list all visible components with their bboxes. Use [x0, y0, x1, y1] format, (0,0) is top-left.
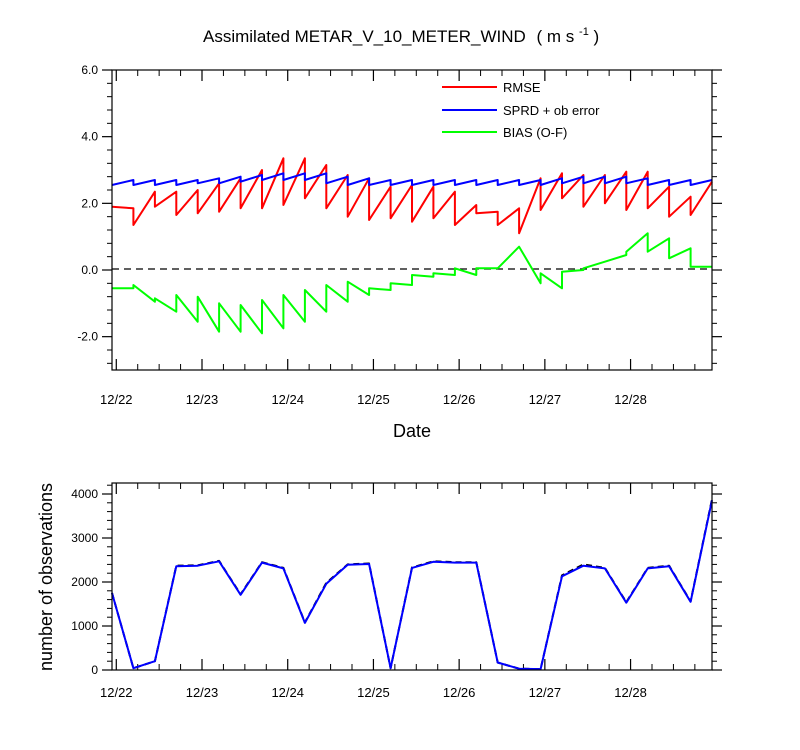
- y-axis-title-observations: number of observations: [36, 483, 56, 671]
- series-line-used: [111, 499, 713, 671]
- bottom-x-tick-label: 12/24: [271, 685, 304, 700]
- legend-label-sprd: SPRD + ob error: [503, 103, 600, 118]
- top-y-ticks: 6.0 4.0 2.0 0.0 -2.0: [77, 63, 722, 364]
- top-x-tick-label: 12/24: [271, 392, 304, 407]
- bottom-x-tick-label: 12/25: [357, 685, 390, 700]
- top-x-tick-label: 12/22: [100, 392, 133, 407]
- bottom-y-ticks: 4000 3000 2000 1000 0: [71, 484, 722, 677]
- series-line-possible: [111, 499, 713, 671]
- legend-label-bias: BIAS (O-F): [503, 125, 567, 140]
- series-line-bias-o-f: [112, 232, 712, 335]
- bottom-x-tick-label: 12/26: [443, 685, 476, 700]
- top-x-tick-label: 12/27: [529, 392, 562, 407]
- bottom-x-tick-label: 12/22: [100, 685, 133, 700]
- bottom-x-tick-label: 12/23: [186, 685, 219, 700]
- top-y-tick-label: 0.0: [81, 263, 98, 277]
- chart-title: Assimilated METAR_V_10_METER_WIND ( m s …: [203, 20, 599, 46]
- x-axis-title: Date: [393, 421, 431, 441]
- bottom-y-tick-label: 1000: [71, 619, 98, 633]
- top-x-tick-label: 12/25: [357, 392, 390, 407]
- bottom-x-tick-label: 12/27: [529, 685, 562, 700]
- bottom-plot-frame: [111, 482, 713, 671]
- top-x-tick-label: 12/26: [443, 392, 476, 407]
- top-panel: 12/22 12/23 12/24 12/25 12/26 12/27 12/28 6.0 4…: [77, 63, 722, 441]
- top-x-ticks: 12/22 12/23 12/24 12/25 12/26 12/27 12/28: [100, 70, 696, 407]
- top-x-tick-label: 12/28: [614, 392, 647, 407]
- bottom-x-tick-label: 12/28: [614, 685, 647, 700]
- chart-title-text: Assimilated METAR_V_10_METER_WIND: [203, 27, 526, 46]
- series-line-sprd-ob-error: [111, 172, 713, 186]
- top-y-tick-label: 2.0: [81, 196, 98, 210]
- chart-title-units-prefix: ( m s: [537, 27, 575, 46]
- bottom-y-tick-label: 2000: [71, 575, 98, 589]
- top-y-tick-label: 4.0: [81, 130, 98, 144]
- bottom-y-tick-label: 3000: [71, 531, 98, 545]
- bottom-x-ticks: 12/22 12/23 12/24 12/25 12/26 12/27 12/28: [100, 483, 696, 700]
- bottom-series: [111, 499, 713, 671]
- chart-title-units-suffix: ): [594, 27, 600, 46]
- top-x-tick-label: 12/23: [186, 392, 219, 407]
- legend: RMSE SPRD + ob error BIAS (O-F): [442, 80, 600, 140]
- legend-label-rmse: RMSE: [503, 80, 541, 95]
- chart-title-units-exponent: -1: [579, 26, 589, 38]
- bottom-y-tick-label: 4000: [71, 487, 98, 501]
- bottom-y-tick-label: 0: [91, 663, 98, 677]
- top-y-tick-label: 6.0: [81, 63, 98, 77]
- bottom-panel: 12/22 12/23 12/24 12/25 12/26 12/27 12/28 4000…: [36, 482, 722, 700]
- top-series: [111, 157, 713, 335]
- series-line-rmse: [111, 157, 713, 235]
- top-y-tick-label: -2.0: [77, 330, 98, 344]
- top-plot-frame: [111, 69, 713, 371]
